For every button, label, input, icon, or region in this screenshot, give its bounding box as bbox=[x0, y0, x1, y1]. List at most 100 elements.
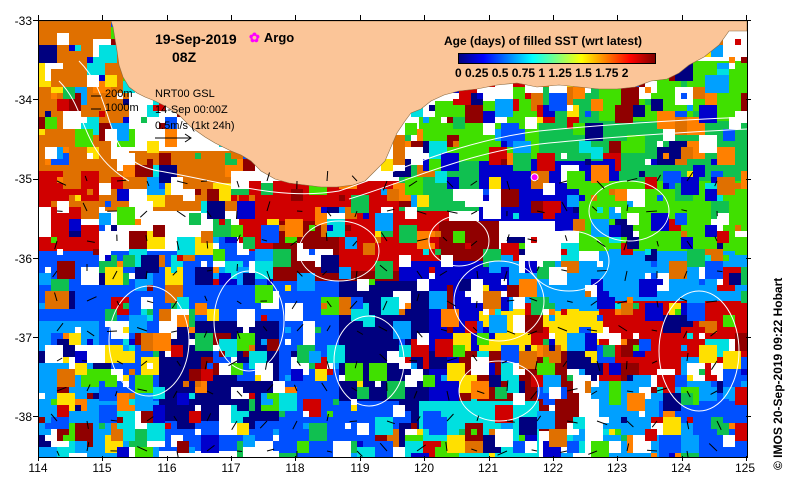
current-vector bbox=[409, 360, 418, 362]
sst-age-pixel bbox=[213, 219, 231, 237]
sst-age-pixel bbox=[627, 393, 645, 411]
sst-age-pixel bbox=[285, 303, 303, 321]
sst-age-pixel bbox=[243, 327, 249, 333]
current-vector bbox=[326, 450, 333, 453]
sst-age-pixel bbox=[357, 423, 369, 435]
lon-tick-label: 119 bbox=[350, 461, 370, 475]
sst-age-pixel bbox=[609, 429, 615, 435]
current-vector bbox=[686, 240, 693, 248]
sst-age-pixel bbox=[207, 309, 219, 321]
sst-age-pixel bbox=[159, 141, 165, 147]
sst-age-pixel bbox=[219, 351, 225, 357]
current-vector bbox=[686, 171, 694, 182]
sst-age-pixel bbox=[339, 267, 351, 279]
current-vector bbox=[386, 208, 395, 212]
sst-age-pixel bbox=[639, 171, 645, 177]
current-vector bbox=[349, 420, 358, 423]
sst-age-pixel bbox=[267, 339, 279, 351]
current-vector bbox=[656, 387, 668, 392]
current-vector bbox=[204, 360, 208, 370]
depth-1000-label: 1000m bbox=[105, 102, 139, 114]
current-vector bbox=[559, 450, 568, 453]
current-vector bbox=[261, 239, 268, 242]
current-vector bbox=[706, 300, 718, 303]
sst-age-pixel bbox=[57, 201, 69, 213]
sst-age-pixel bbox=[195, 333, 213, 351]
colorbar-tick-labels: 0 0.25 0.5 0.75 1 1.25 1.5 1.75 2 bbox=[455, 66, 629, 80]
sst-age-pixel bbox=[585, 159, 591, 165]
sst-age-pixel bbox=[57, 249, 63, 255]
sst-age-pixel bbox=[627, 237, 639, 249]
current-vector bbox=[116, 300, 120, 306]
sst-age-pixel bbox=[291, 369, 303, 381]
sst-age-pixel bbox=[285, 285, 291, 291]
sst-age-pixel bbox=[501, 279, 507, 285]
sst-age-pixel bbox=[735, 225, 741, 231]
sst-age-pixel bbox=[381, 297, 399, 315]
sst-age-pixel bbox=[447, 177, 459, 189]
current-vector bbox=[176, 240, 180, 251]
sst-age-pixel bbox=[63, 453, 69, 457]
current-vector bbox=[506, 420, 515, 423]
current-vector bbox=[136, 446, 148, 452]
sst-age-pixel bbox=[189, 393, 195, 399]
sst-age-pixel bbox=[609, 285, 621, 297]
sst-age-pixel bbox=[117, 411, 135, 429]
sst-age-pixel bbox=[135, 153, 147, 165]
sst-age-pixel bbox=[75, 363, 87, 375]
axis-tick bbox=[38, 456, 39, 461]
sst-age-pixel bbox=[165, 351, 171, 357]
sst-age-pixel bbox=[669, 261, 687, 279]
axis-tick bbox=[617, 15, 619, 20]
sst-age-pixel bbox=[357, 273, 363, 279]
sst-age-pixel bbox=[333, 363, 339, 369]
current-vector bbox=[203, 330, 208, 338]
sst-age-pixel bbox=[123, 375, 129, 381]
sst-age-pixel bbox=[315, 297, 321, 303]
current-vector bbox=[236, 390, 243, 397]
current-vector bbox=[708, 443, 718, 452]
sst-age-pixel bbox=[549, 387, 561, 399]
sst-age-pixel bbox=[585, 123, 603, 141]
sst-age-pixel bbox=[183, 381, 189, 387]
current-vector bbox=[176, 210, 186, 218]
sst-age-pixel bbox=[147, 309, 153, 315]
current-vector bbox=[561, 269, 568, 272]
sst-age-pixel bbox=[699, 135, 717, 153]
sst-age-pixel bbox=[495, 405, 513, 423]
sst-age-pixel bbox=[225, 453, 231, 457]
sst-age-pixel bbox=[393, 135, 405, 147]
sst-age-pixel bbox=[621, 303, 633, 315]
sst-age-pixel bbox=[279, 225, 285, 231]
current-vector bbox=[326, 360, 330, 370]
sst-age-pixel bbox=[69, 219, 81, 231]
axis-tick bbox=[746, 337, 751, 339]
sst-age-pixel bbox=[273, 429, 279, 435]
current-vector bbox=[206, 390, 214, 395]
sst-age-pixel bbox=[57, 243, 63, 249]
sst-age-pixel bbox=[105, 309, 117, 321]
sst-age-pixel bbox=[615, 189, 627, 201]
sst-age-pixel bbox=[423, 411, 441, 429]
sst-age-pixel bbox=[693, 87, 705, 99]
sst-age-pixel bbox=[729, 63, 735, 69]
current-vector bbox=[378, 326, 388, 332]
sst-age-pixel bbox=[363, 243, 375, 255]
sst-age-pixel bbox=[273, 249, 291, 267]
sst-age-pixel bbox=[165, 117, 177, 129]
sst-age-pixel bbox=[417, 231, 435, 249]
lon-tick-label: 125 bbox=[734, 461, 756, 475]
sst-age-pixel bbox=[141, 117, 147, 123]
vector-scale-label: 0.5m/s (1kt 24h) bbox=[155, 120, 235, 132]
sst-age-pixel bbox=[309, 423, 327, 441]
sst-age-pixel bbox=[429, 267, 435, 273]
sst-age-pixel bbox=[45, 111, 51, 117]
axis-tick bbox=[552, 456, 554, 461]
sst-age-pixel bbox=[297, 309, 303, 315]
axis-tick bbox=[617, 456, 619, 461]
sst-age-pixel bbox=[531, 201, 543, 213]
sst-age-pixel bbox=[615, 429, 621, 435]
sst-age-pixel bbox=[69, 453, 87, 457]
sst-age-pixel bbox=[687, 171, 693, 177]
sst-age-pixel bbox=[441, 153, 459, 171]
